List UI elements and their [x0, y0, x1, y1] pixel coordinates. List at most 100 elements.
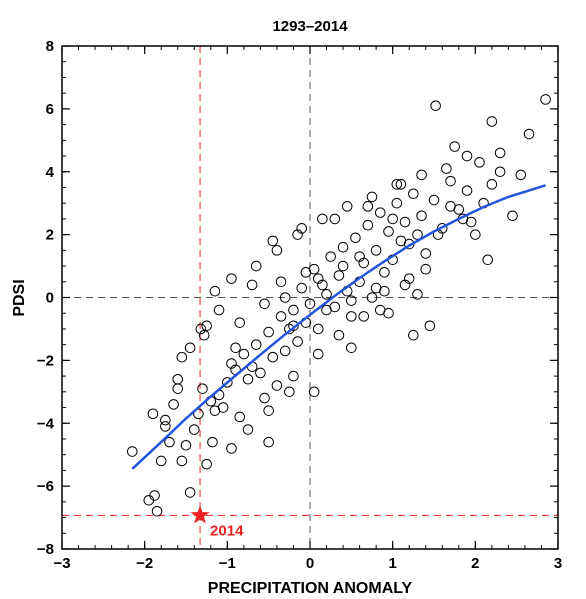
scatter-points [126, 94, 551, 517]
highlight-star-icon [190, 505, 210, 524]
scatter-point [213, 304, 225, 316]
scatter-point [321, 304, 332, 316]
scatter-point [461, 185, 473, 196]
scatter-point [412, 289, 423, 300]
scatter-point [341, 201, 353, 212]
x-axis-label: PRECIPITATION ANOMALY [208, 580, 413, 597]
scatter-point [234, 411, 246, 423]
scatter-point [391, 179, 403, 190]
scatter-point [346, 295, 357, 306]
x-tick-label: −2 [136, 555, 153, 572]
scatter-point [362, 201, 374, 212]
scatter-point [374, 304, 386, 316]
scatter-point [420, 248, 432, 259]
scatter-point [430, 100, 441, 112]
scatter-point [259, 298, 270, 310]
x-tick-label: 0 [306, 555, 314, 572]
scatter-point [420, 263, 432, 275]
scatter-point [284, 386, 295, 398]
scatter-point [474, 157, 485, 168]
scatter-point [379, 285, 390, 297]
reference-lines [62, 46, 558, 549]
x-tick-label: 3 [554, 555, 562, 572]
scatter-point [164, 436, 175, 448]
scatter-point [217, 402, 229, 413]
scatter-point [470, 229, 481, 240]
scatter-point [255, 367, 266, 379]
scatter-point [296, 282, 308, 294]
scatter-point [424, 320, 436, 332]
scatter-point [329, 213, 341, 225]
scatter-point [288, 320, 299, 332]
scatter-point [383, 226, 394, 237]
scatter-point [507, 210, 518, 222]
scatter-point [126, 446, 138, 457]
scatter-point [387, 213, 398, 225]
y-tick-label: 6 [46, 101, 54, 118]
scatter-point [160, 414, 171, 426]
scatter-point [242, 373, 254, 385]
y-tick-label: −8 [37, 541, 54, 558]
x-tick-label: 2 [471, 555, 479, 572]
scatter-point [540, 94, 551, 105]
scatter-point [428, 194, 440, 206]
scatter-point [379, 267, 390, 278]
scatter-point [267, 351, 279, 363]
scatter-point [263, 436, 274, 448]
scatter-point [354, 251, 365, 262]
scatter-point [350, 232, 361, 244]
y-tick-label: −4 [37, 415, 55, 432]
scatter-point [292, 229, 303, 240]
scatter-point [242, 424, 254, 435]
y-tick-label: 2 [46, 227, 54, 244]
x-tick-label: −3 [53, 555, 70, 572]
scatter-point [263, 405, 274, 416]
scatter-point [449, 141, 460, 152]
scatter-point [288, 304, 299, 316]
x-tick-label: 1 [388, 555, 396, 572]
scatter-point [366, 191, 378, 203]
scatter-point [362, 219, 374, 231]
scatter-point [209, 285, 221, 297]
scatter-point [226, 443, 237, 454]
scatter-point [279, 292, 291, 303]
scatter-point [184, 487, 196, 498]
scatter-point [461, 150, 473, 162]
scatter-point [250, 339, 262, 350]
scatter-point [201, 320, 212, 332]
scatter-point [201, 458, 212, 470]
scatter-point [312, 348, 324, 360]
scatter-point [188, 424, 200, 435]
scatter-point [515, 169, 527, 181]
highlight-2014: 2014 [190, 505, 244, 539]
scatter-point [317, 213, 328, 225]
y-tick-label: 8 [46, 38, 54, 55]
scatter-point [176, 455, 188, 467]
y-tick-label: 0 [46, 290, 54, 307]
scatter-point [176, 351, 188, 363]
scatter-point [337, 260, 349, 272]
scatter-point [250, 260, 262, 272]
scatter-point [184, 342, 196, 354]
scatter-point [523, 128, 535, 140]
scatter-point [143, 494, 155, 506]
y-tick-label: −6 [37, 478, 54, 495]
scatter-point [151, 505, 163, 517]
scatter-point [197, 383, 208, 394]
scatter-point [333, 270, 345, 281]
scatter-point [207, 436, 218, 448]
scatter-point [226, 358, 237, 369]
scatter-point [222, 377, 233, 388]
y-tick-label: −2 [37, 352, 54, 369]
scatter-point [267, 235, 279, 247]
scatter-point [312, 323, 324, 335]
scatter-point [308, 386, 320, 398]
scatter-point [168, 399, 179, 410]
scatter-point [304, 298, 316, 310]
scatter-point [195, 323, 207, 335]
scatter-point [486, 116, 498, 127]
scatter-point [275, 311, 287, 322]
axes: −3 −2 −1 0 1 2 3 −8 −6 −4 −2 0 2 4 6 8 [37, 38, 562, 572]
scatter-point [292, 336, 303, 347]
